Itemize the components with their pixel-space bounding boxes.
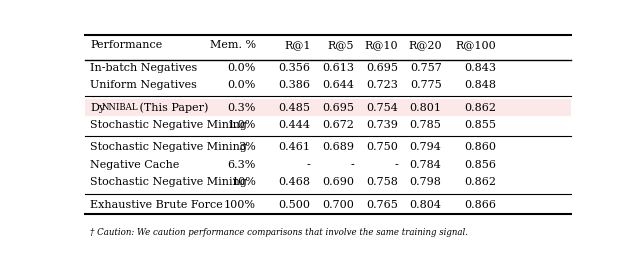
Text: 0.644: 0.644 [323,80,355,90]
FancyBboxPatch shape [85,99,571,116]
Text: 0.386: 0.386 [278,80,310,90]
Text: 6.3%: 6.3% [228,160,256,170]
Text: 0.468: 0.468 [278,178,310,187]
Text: 0.739: 0.739 [366,120,398,130]
Text: NNIBAL: NNIBAL [102,103,138,112]
Text: 0.461: 0.461 [278,142,310,152]
Text: R@1: R@1 [284,40,310,50]
Text: -: - [351,160,355,170]
Text: 0.785: 0.785 [410,120,442,130]
Text: R@100: R@100 [456,40,497,50]
Text: 0.784: 0.784 [410,160,442,170]
Text: 0.0%: 0.0% [228,63,256,72]
Text: In-batch Negatives: In-batch Negatives [90,63,197,72]
Text: 0.444: 0.444 [278,120,310,130]
Text: 0.485: 0.485 [278,102,310,112]
Text: 0.689: 0.689 [323,142,355,152]
Text: 0.758: 0.758 [366,178,398,187]
Text: 0.866: 0.866 [465,200,497,210]
Text: (This Paper): (This Paper) [136,102,208,113]
Text: 0.3%: 0.3% [228,102,256,112]
Text: 0.765: 0.765 [366,200,398,210]
Text: Uniform Negatives: Uniform Negatives [90,80,196,90]
Text: 0.843: 0.843 [465,63,497,72]
Text: 3%: 3% [238,142,256,152]
Text: 0.801: 0.801 [410,102,442,112]
Text: 0.695: 0.695 [323,102,355,112]
Text: Mem. %: Mem. % [210,40,256,50]
Text: 0.862: 0.862 [465,178,497,187]
Text: Performance: Performance [90,40,162,50]
Text: 0.856: 0.856 [465,160,497,170]
Text: 10%: 10% [231,178,256,187]
Text: 0.695: 0.695 [366,63,398,72]
Text: Stochastic Negative Mining: Stochastic Negative Mining [90,178,247,187]
Text: Exhaustive Brute Force: Exhaustive Brute Force [90,200,223,210]
Text: 0.775: 0.775 [410,80,442,90]
Text: 0.750: 0.750 [366,142,398,152]
Text: 0.754: 0.754 [366,102,398,112]
Text: 0.862: 0.862 [465,102,497,112]
Text: 1.0%: 1.0% [228,120,256,130]
Text: † Caution: We caution performance comparisons that involve the same training sig: † Caution: We caution performance compar… [90,228,468,237]
Text: 0.0%: 0.0% [228,80,256,90]
Text: 0.855: 0.855 [465,120,497,130]
Text: Stochastic Negative Mining: Stochastic Negative Mining [90,120,247,130]
Text: 0.672: 0.672 [323,120,355,130]
Text: R@10: R@10 [364,40,398,50]
Text: -: - [307,160,310,170]
Text: 0.757: 0.757 [410,63,442,72]
Text: 0.798: 0.798 [410,178,442,187]
Text: 0.500: 0.500 [278,200,310,210]
Text: Dy: Dy [90,102,105,112]
Text: 0.700: 0.700 [323,200,355,210]
Text: 0.723: 0.723 [366,80,398,90]
Text: R@5: R@5 [328,40,355,50]
Text: 0.690: 0.690 [323,178,355,187]
Text: 0.860: 0.860 [465,142,497,152]
Text: 0.804: 0.804 [410,200,442,210]
Text: Stochastic Negative Mining: Stochastic Negative Mining [90,142,247,152]
Text: -: - [394,160,398,170]
Text: 0.356: 0.356 [278,63,310,72]
Text: 0.848: 0.848 [465,80,497,90]
Text: 0.613: 0.613 [323,63,355,72]
Text: Negative Cache: Negative Cache [90,160,179,170]
Text: 100%: 100% [224,200,256,210]
Text: R@20: R@20 [408,40,442,50]
Text: 0.794: 0.794 [410,142,442,152]
